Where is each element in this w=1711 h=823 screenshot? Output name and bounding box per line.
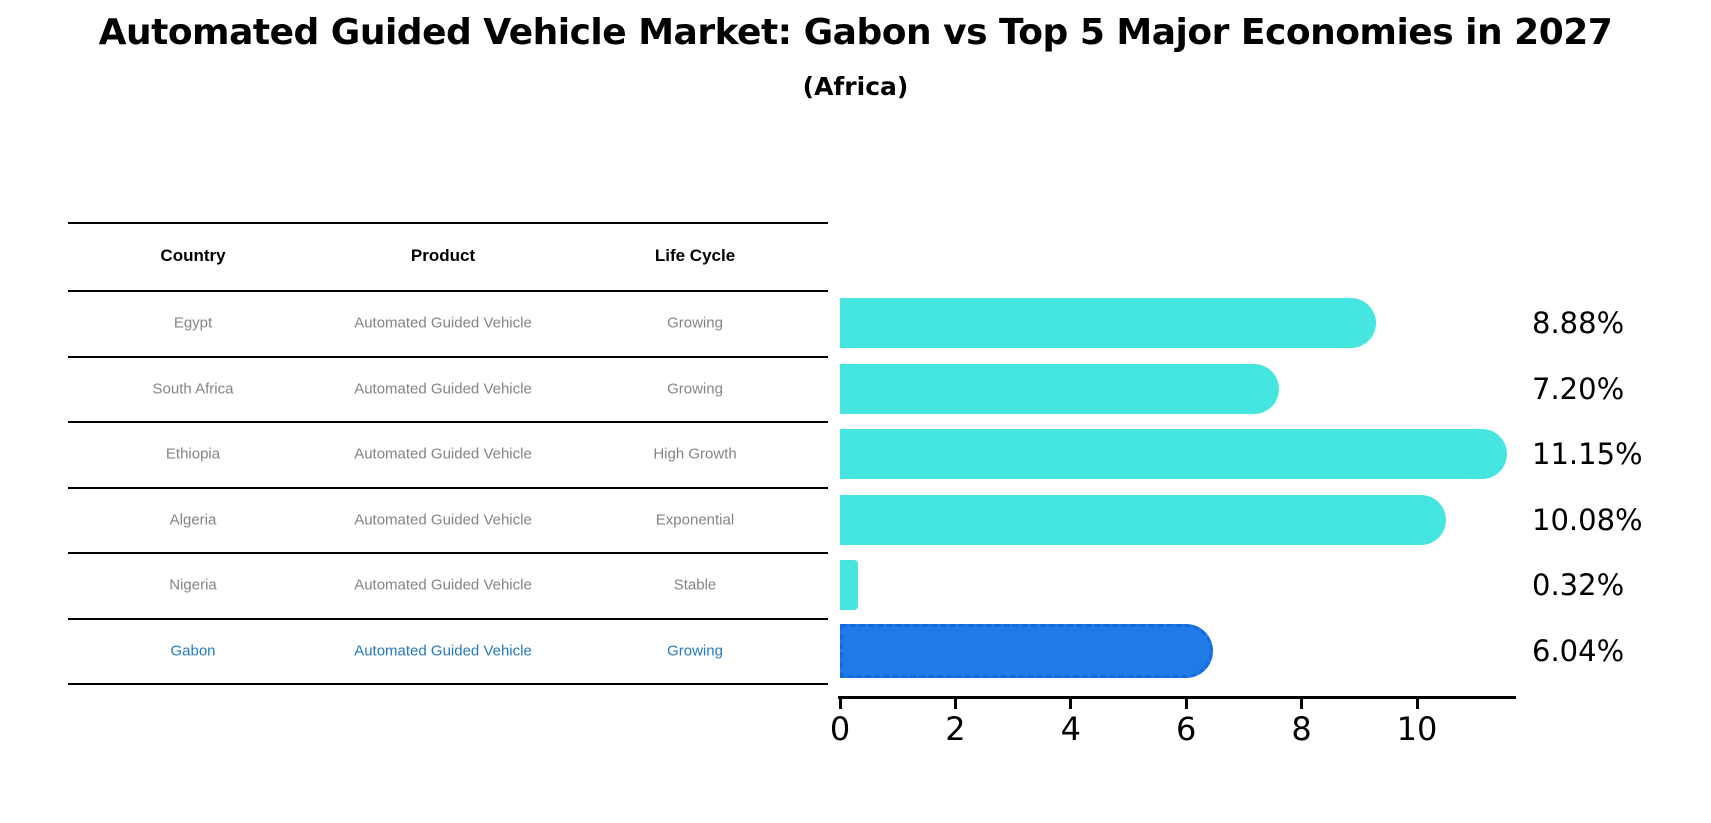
x-axis-tick — [1069, 699, 1073, 709]
x-axis-tick-label: 2 — [945, 710, 966, 748]
value-label: 8.88% — [1532, 306, 1625, 340]
cell-lifecycle: High Growth — [653, 445, 737, 463]
bar — [840, 494, 1446, 545]
x-axis-tick-label: 0 — [829, 710, 851, 748]
x-axis-tick-label: 6 — [1176, 710, 1197, 748]
cell-lifecycle: Growing — [667, 314, 723, 332]
cell-country: Ethiopia — [165, 445, 221, 463]
value-label: 0.32% — [1532, 568, 1625, 602]
row-separator — [68, 356, 828, 358]
x-axis-tick — [953, 699, 957, 709]
x-axis-tick — [1415, 699, 1419, 709]
column-header-product: Product — [410, 246, 476, 265]
row-separator — [68, 683, 828, 685]
x-axis-tick — [1300, 699, 1304, 709]
row-separator — [68, 290, 828, 292]
cell-product: Automated Guided Vehicle — [354, 642, 532, 659]
row-separator — [68, 552, 828, 554]
cell-lifecycle: Growing — [667, 380, 723, 397]
x-axis-tick-label: 8 — [1291, 710, 1312, 748]
value-label: 6.04% — [1532, 633, 1625, 668]
x-axis-tick-label: 10 — [1396, 710, 1438, 748]
cell-product: Automated Guided Vehicle — [354, 380, 532, 397]
row-separator — [68, 421, 828, 423]
bar — [840, 298, 1377, 348]
row-separator — [68, 487, 828, 489]
column-header-lifecycle: Life Cycle — [654, 246, 736, 265]
value-label: 11.15% — [1532, 437, 1643, 471]
cell-product: Automated Guided Vehicle — [354, 511, 532, 528]
cell-country: Nigeria — [169, 576, 217, 594]
bar — [840, 363, 1280, 414]
cell-country: Gabon — [170, 642, 216, 659]
cell-product: Automated Guided Vehicle — [354, 445, 532, 463]
x-axis-tick-label: 4 — [1060, 710, 1081, 748]
column-header-country: Country — [160, 246, 226, 265]
cell-lifecycle: Stable — [673, 576, 717, 594]
value-label: 10.08% — [1532, 502, 1643, 537]
cell-country: Egypt — [173, 314, 213, 332]
value-label: 7.20% — [1532, 371, 1625, 406]
row-separator — [68, 222, 828, 224]
page-subtitle: (Africa) — [802, 72, 909, 101]
bar — [840, 560, 859, 610]
bar — [840, 429, 1508, 479]
row-separator — [68, 618, 828, 620]
bar-gabon-highlight — [840, 623, 1213, 678]
cell-country: South Africa — [152, 380, 234, 397]
cell-lifecycle: Exponential — [655, 511, 735, 528]
page-title: Automated Guided Vehicle Market: Gabon v… — [98, 12, 1613, 53]
cell-product: Automated Guided Vehicle — [354, 576, 532, 594]
x-axis-line — [838, 696, 1516, 699]
x-axis-tick — [838, 699, 842, 709]
cell-country: Algeria — [169, 511, 217, 528]
x-axis-tick — [1184, 699, 1188, 709]
cell-lifecycle: Growing — [667, 642, 723, 659]
cell-product: Automated Guided Vehicle — [354, 314, 532, 332]
